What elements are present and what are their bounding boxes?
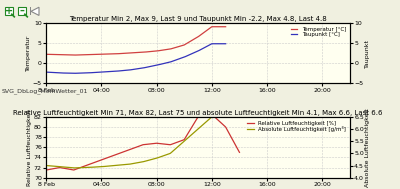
Y-axis label: Relative Luftfeuchtigkeit: Relative Luftfeuchtigkeit: [28, 109, 32, 186]
Text: SVG_DbLog_MeinWetter_01: SVG_DbLog_MeinWetter_01: [2, 88, 88, 94]
Y-axis label: Taupunkt: Taupunkt: [365, 39, 370, 68]
FancyBboxPatch shape: [30, 7, 31, 15]
Polygon shape: [31, 7, 39, 15]
Text: –: –: [20, 6, 24, 16]
Legend: Temperatur [°C], Taupunkt [°C]: Temperatur [°C], Taupunkt [°C]: [290, 26, 347, 38]
FancyBboxPatch shape: [18, 7, 26, 15]
Y-axis label: Temperatur: Temperatur: [26, 35, 31, 71]
Title: Relative Luftfeuchtigkeit Min 71, Max 82, Last 75 und absolute Luftfeuchtigkeit : Relative Luftfeuchtigkeit Min 71, Max 82…: [13, 110, 383, 116]
Title: Temperatur Min 2, Max 9, Last 9 und Taupunkt Min -2.2, Max 4.8, Last 4.8: Temperatur Min 2, Max 9, Last 9 und Taup…: [69, 16, 327, 22]
Text: +: +: [5, 6, 13, 16]
FancyBboxPatch shape: [5, 7, 13, 15]
Y-axis label: Absolute Luftfeuchtigkeit: Absolute Luftfeuchtigkeit: [366, 108, 370, 187]
Legend: Relative Luftfeuchtigkeit [%], Absolute Luftfeuchtigkeit [g/m³]: Relative Luftfeuchtigkeit [%], Absolute …: [246, 120, 347, 133]
